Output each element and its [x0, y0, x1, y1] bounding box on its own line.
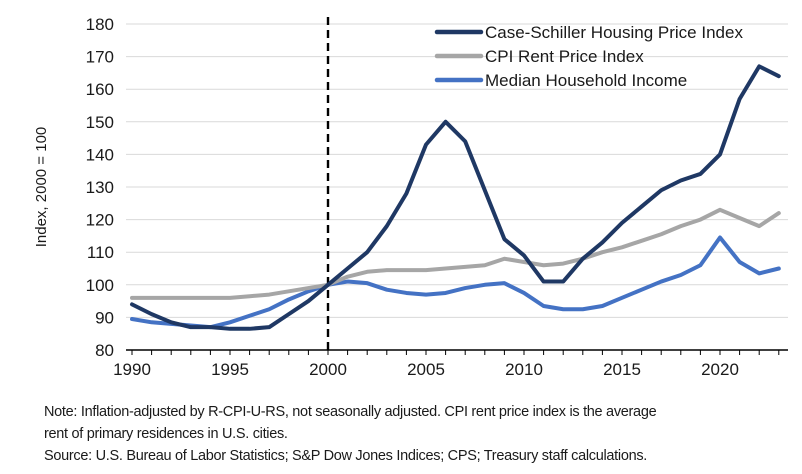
y-axis-title: Index, 2000 = 100 — [33, 127, 50, 248]
y-tick-label: 180 — [86, 15, 114, 34]
y-tick-label: 100 — [86, 276, 114, 295]
y-tick-label: 140 — [86, 145, 114, 164]
x-tick-label: 2000 — [309, 360, 347, 379]
legend-label-1: Case-Schiller Housing Price Index — [485, 23, 743, 42]
y-tick-label: 150 — [86, 113, 114, 132]
x-tick-label: 2010 — [505, 360, 543, 379]
y-tick-label: 110 — [87, 243, 114, 262]
series-line-case-schiller-housing-price-index — [130, 64, 781, 331]
chart-notes: Note: Inflation-adjusted by R-CPI-U-RS, … — [44, 401, 657, 467]
y-tick-label: 90 — [95, 308, 114, 327]
chart-panel: 80 90 100 110 120 130 140 150 160 170 180 Index, 20… — [33, 15, 788, 379]
note-text-line2: rent of primary residences in U.S. citie… — [44, 426, 288, 442]
y-tick-label: 130 — [86, 178, 114, 197]
series-line-cpi-rent-price-index — [130, 207, 781, 300]
x-tick-label: 1995 — [211, 360, 249, 379]
x-tick-label: 2020 — [701, 360, 739, 379]
y-tick-label: 170 — [86, 48, 114, 67]
note-text-line1: Note: Inflation-adjusted by R-CPI-U-RS, … — [44, 404, 657, 420]
y-tick-label: 120 — [86, 211, 114, 230]
source-text: Source: U.S. Bureau of Labor Statistics;… — [44, 448, 648, 464]
line-chart: 80 90 100 110 120 130 140 150 160 170 180 Index, 20… — [33, 15, 788, 379]
series-line-median-household-income — [130, 235, 781, 330]
y-tick-label: 160 — [86, 80, 114, 99]
y-tick-label: 80 — [95, 341, 114, 360]
x-tick-label: 2005 — [407, 360, 445, 379]
x-tick-label: 2015 — [603, 360, 641, 379]
legend-label-3: Median Household Income — [485, 71, 687, 90]
legend-label-2: CPI Rent Price Index — [485, 47, 644, 66]
x-tick-label: 1990 — [113, 360, 151, 379]
